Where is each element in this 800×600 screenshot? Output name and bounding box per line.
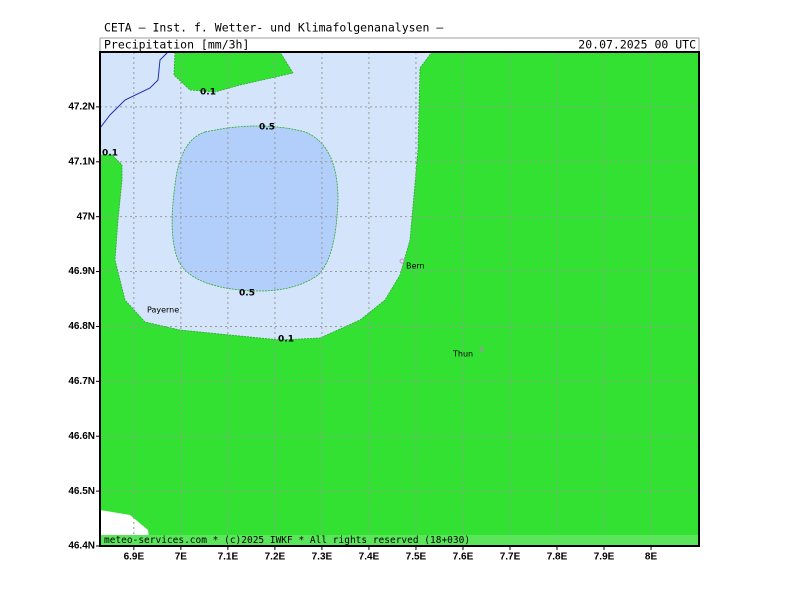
y-tick-label: 46.9N: [68, 266, 95, 277]
x-tick-label: 8E: [645, 552, 658, 563]
x-tick-label: 7.5E: [406, 552, 427, 563]
contour-label: 0.1: [200, 88, 216, 98]
map-frame: [99, 51, 700, 547]
y-tick-label: 46.7N: [68, 376, 95, 387]
x-tick-label: 7.2E: [265, 552, 286, 563]
city-label: Bern: [406, 262, 425, 271]
x-tick-label: 6.9E: [124, 552, 145, 563]
product-label: Precipitation [mm/3h]: [104, 38, 249, 52]
y-tick-label: 46.6N: [68, 431, 95, 442]
contour-label: 0.1: [102, 149, 118, 159]
y-tick-label: 46.8N: [68, 321, 95, 332]
city-marker: [480, 347, 484, 351]
grid: [100, 52, 699, 547]
lake-border: [99, 51, 169, 129]
city-label: Thun: [452, 350, 473, 359]
precip-0.5-area: [171, 125, 339, 292]
date-label: 20.07.2025 00 UTC: [578, 38, 696, 52]
contour-label: 0.5: [259, 123, 275, 133]
city-label: Payerne: [147, 306, 179, 315]
x-tick-label: 7E: [175, 552, 188, 563]
footer-band: [100, 535, 699, 546]
y-tick-label: 46.5N: [68, 486, 95, 497]
footer-text: meteo-services.com * (c)2025 IWKF * All …: [104, 535, 470, 546]
contour-label: 0.1: [278, 335, 294, 345]
header-title: CETA — Inst. f. Wetter- und Klimafolgena…: [104, 21, 443, 35]
x-tick-label: 7.1E: [218, 552, 239, 563]
x-tick-label: 7.8E: [547, 552, 568, 563]
y-tick-label: 47N: [77, 211, 95, 222]
city-marker: [399, 258, 405, 264]
x-tick-label: 7.7E: [500, 552, 521, 563]
x-tick-label: 7.6E: [453, 552, 474, 563]
y-tick-label: 47.2N: [68, 102, 95, 113]
x-tick-label: 7.9E: [594, 552, 615, 563]
y-tick-label: 46.4N: [68, 541, 95, 552]
x-tick-label: 7.3E: [312, 552, 333, 563]
x-tick-label: 7.4E: [359, 552, 380, 563]
map-area: 0.1 0.1 0.5 0.5 0.1 Bern Payerne Thun me…: [99, 51, 700, 547]
y-tick-label: 47.1N: [68, 156, 95, 167]
contour-label: 0.5: [239, 289, 255, 299]
